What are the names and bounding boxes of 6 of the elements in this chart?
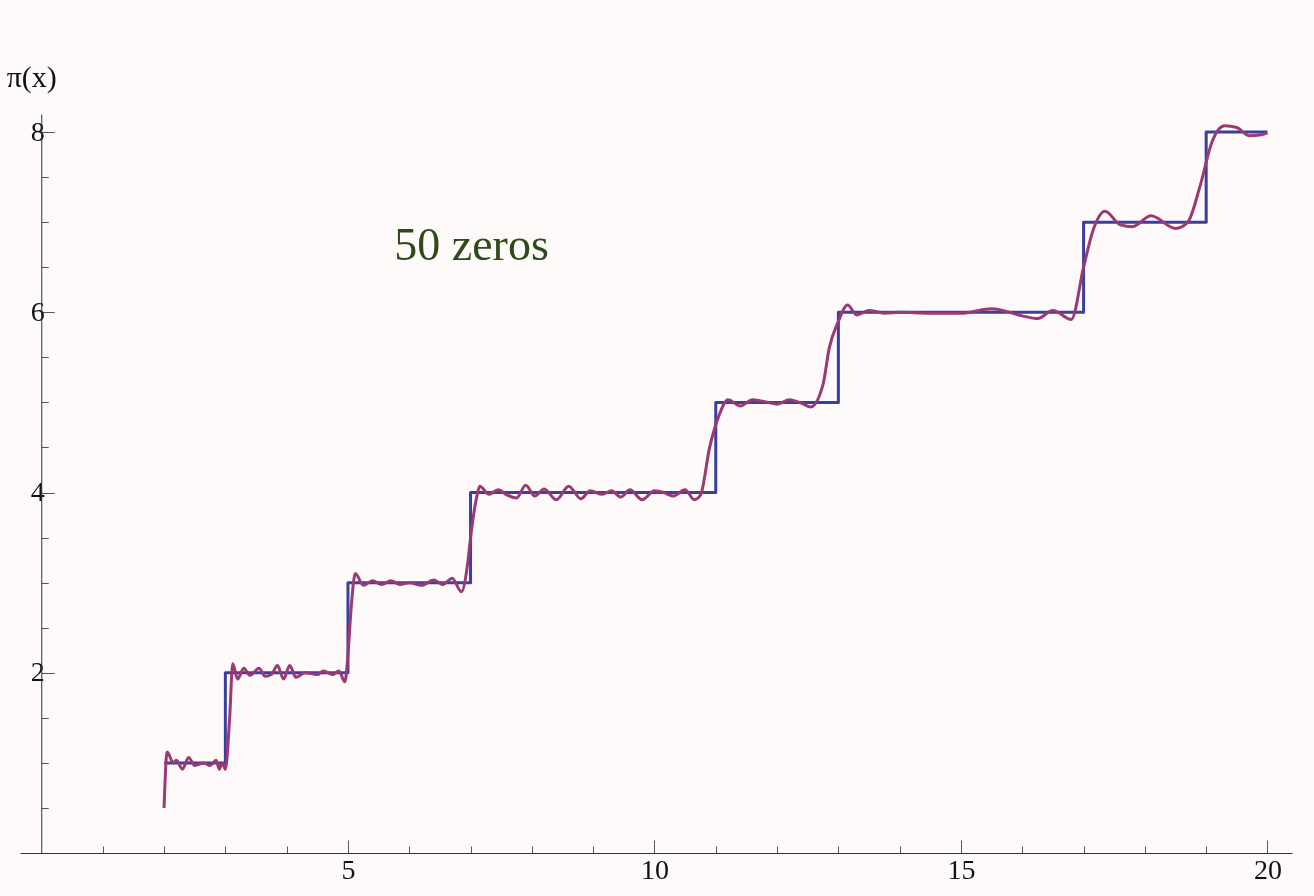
- annotation: 50 zeros: [394, 218, 549, 270]
- x-tick-label: 20: [1253, 853, 1282, 885]
- x-tick-label: 5: [341, 853, 356, 885]
- y-axis-title: π(x): [6, 59, 57, 94]
- x-tick-label: 15: [947, 853, 976, 885]
- x-tick-label: 10: [640, 853, 669, 885]
